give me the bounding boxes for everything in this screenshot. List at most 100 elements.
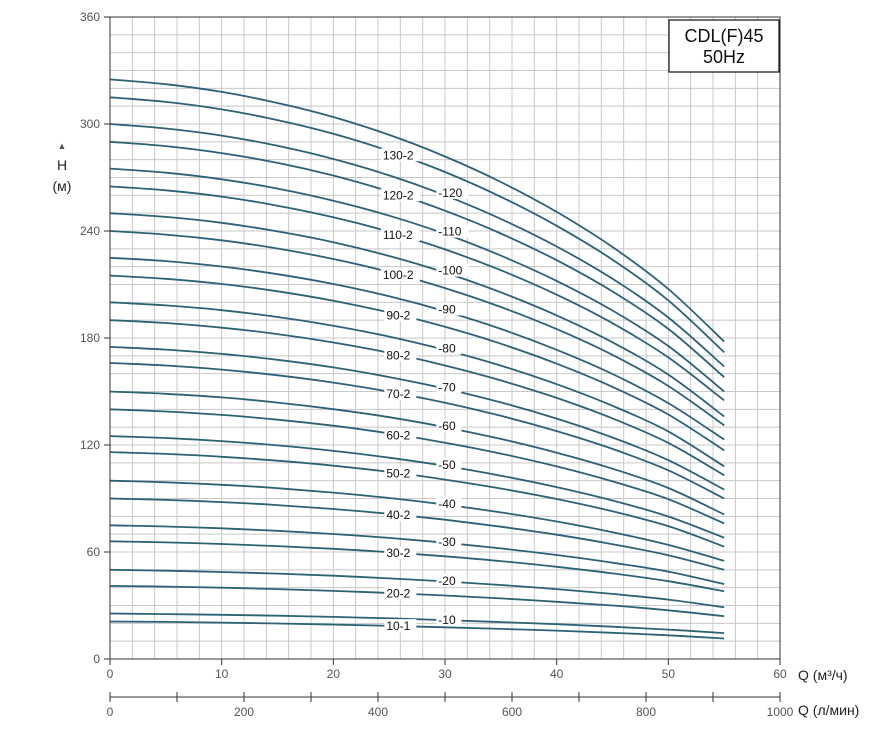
curve-20	[109, 568, 725, 609]
curve-10-1	[109, 620, 725, 640]
curve-label-70: -70	[438, 380, 456, 394]
curve-label-bg	[436, 224, 469, 238]
curve-label-30: -30	[438, 535, 456, 549]
curve-label-40: -40	[438, 497, 456, 511]
model-badge: CDL(F)45 50Hz	[668, 19, 780, 73]
x-tick-label: 0	[107, 667, 114, 681]
curve-40	[109, 479, 725, 562]
curve-label-bg	[380, 228, 420, 242]
curve-70-2	[109, 362, 725, 500]
curves	[109, 78, 725, 640]
y-tick-label: 180	[80, 331, 100, 345]
x2-axis-ticks: 0 200 400 600 800 1000	[107, 692, 794, 719]
curve-label-bg	[436, 496, 462, 510]
curve-label-bg	[436, 535, 462, 549]
curve-30-2	[109, 540, 725, 593]
curve-label-bg	[384, 586, 417, 600]
x-tick-label: 40	[550, 667, 564, 681]
y-axis-title: ▲ H (м)	[53, 141, 72, 194]
curve-label-bg	[436, 341, 462, 355]
y-tick-label: 240	[80, 224, 100, 238]
curve-label-bg	[380, 148, 420, 162]
curve-110-2	[109, 185, 725, 402]
curve-label-bg	[384, 508, 417, 522]
curve-110	[109, 167, 725, 393]
curve-label-80: -80	[438, 341, 456, 355]
curve-labels: 10-1 -10 20-2 -20 30-2 -30 40-2 -40 50-2 -50 60-2 -…	[380, 148, 469, 633]
curve-10	[109, 612, 725, 634]
x-axis-ticks: 0 10 20 30 40 50 60	[107, 659, 787, 681]
curve-label-10: -10	[438, 613, 456, 627]
curve-label-bg	[436, 418, 462, 432]
curve-label-100-2: 100-2	[383, 268, 414, 282]
y-tick-label: 120	[80, 438, 100, 452]
curve-label-90-2: 90-2	[386, 308, 410, 322]
curve-label-20: -20	[438, 574, 456, 588]
curve-60	[109, 390, 725, 516]
curve-30	[109, 524, 725, 585]
curve-90-2	[109, 274, 725, 452]
x-tick-label: 20	[327, 667, 341, 681]
curve-130-2	[109, 96, 725, 353]
curve-label-80-2: 80-2	[386, 348, 410, 362]
y-tick-label: 0	[93, 652, 100, 666]
x-tick-label: 50	[662, 667, 676, 681]
x2-tick-label: 0	[107, 705, 114, 719]
x2-tick-label: 200	[234, 705, 254, 719]
curve-label-bg	[436, 380, 462, 394]
curve-label-70-2: 70-2	[386, 387, 410, 401]
curve-label-100: -100	[438, 264, 462, 278]
curve-label-40-2: 40-2	[386, 508, 410, 522]
curve-label-60: -60	[438, 419, 456, 433]
y-tick-label: 360	[80, 10, 100, 24]
x-axis-label: Q (м³/ч)	[798, 667, 848, 683]
curve-label-110-2: 110-2	[383, 228, 413, 242]
curve-label-bg	[380, 188, 420, 202]
curve-label-bg	[384, 308, 417, 322]
curve-label-130-2: 130-2	[383, 148, 414, 162]
curve-label-bg	[436, 612, 462, 626]
y-tick-label: 60	[87, 545, 101, 559]
curve-label-bg	[384, 348, 417, 362]
badge-frequency: 50Hz	[703, 47, 745, 67]
curve-label-60-2: 60-2	[386, 428, 410, 442]
curve-50-2	[109, 451, 725, 548]
curve-70	[109, 346, 725, 491]
curve-label-bg	[384, 619, 417, 633]
curve-20-2	[109, 585, 725, 618]
curve-label-bg	[436, 574, 462, 588]
curve-60-2	[109, 408, 725, 525]
curve-label-50-2: 50-2	[386, 466, 410, 480]
y-axis-ticks: 0 60 120 180 240 300 360	[80, 10, 110, 666]
curve-80	[109, 301, 725, 468]
curve-label-bg	[436, 185, 469, 199]
curve-label-bg	[384, 545, 417, 559]
curve-130	[109, 78, 725, 343]
x-tick-label: 60	[773, 667, 787, 681]
y-axis-unit: (м)	[53, 178, 72, 194]
x-tick-label: 10	[215, 667, 229, 681]
x-tick-label: 30	[438, 667, 452, 681]
curve-100	[109, 212, 725, 418]
curve-label-bg	[384, 428, 417, 442]
curve-label-10-1: 10-1	[386, 619, 410, 633]
y-axis-arrow-icon: ▲	[58, 141, 67, 151]
curve-100-2	[109, 230, 725, 427]
x2-tick-label: 800	[636, 705, 656, 719]
curve-label-bg	[436, 263, 469, 277]
x2-axis-label: Q (л/мин)	[798, 702, 859, 718]
curve-120-2	[109, 140, 725, 378]
curve-40-2	[109, 497, 725, 571]
curve-label-30-2: 30-2	[386, 546, 410, 560]
x2-tick-label: 600	[502, 705, 522, 719]
badge-box	[668, 19, 780, 73]
curve-label-bg	[436, 302, 462, 316]
y-tick-label: 300	[80, 117, 100, 131]
curve-120	[109, 123, 725, 368]
curve-50	[109, 435, 725, 539]
curve-label-90: -90	[438, 302, 456, 316]
curve-label-120-2: 120-2	[383, 188, 414, 202]
y-axis-label: H	[57, 157, 67, 173]
curve-label-50: -50	[438, 458, 456, 472]
